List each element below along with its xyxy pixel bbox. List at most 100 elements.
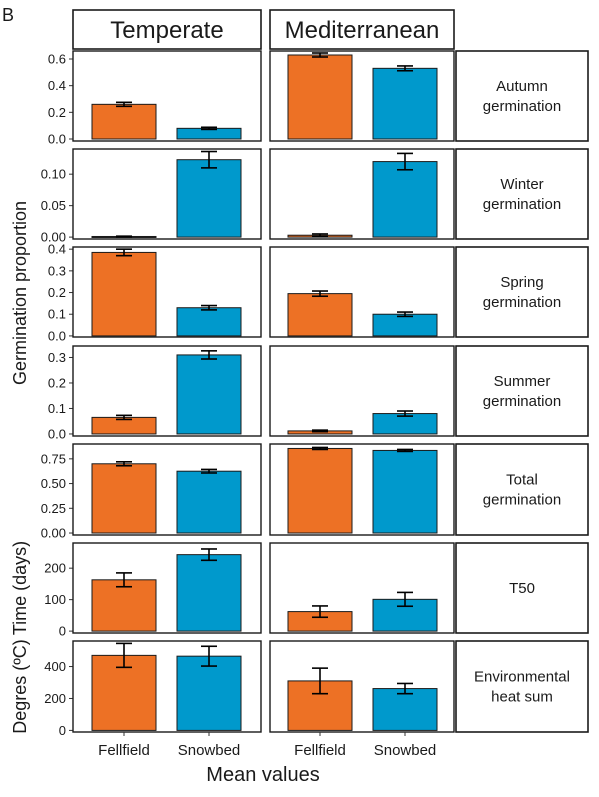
y-tick-label: 0.1 — [48, 307, 66, 322]
y-tick-label: 0.10 — [41, 167, 66, 182]
row-strip-box — [455, 50, 589, 142]
y-tick-label: 0.3 — [48, 350, 66, 365]
row-strip-label: Spring — [500, 274, 543, 291]
error-bar — [116, 642, 132, 669]
y-tick-label: 0.3 — [48, 263, 66, 278]
row-strip-label: germination — [483, 492, 561, 509]
x-tick-label: Fellfield — [98, 742, 150, 759]
bar-snowbed — [176, 354, 242, 435]
bar-snowbed — [372, 313, 438, 337]
bar-snowbed — [372, 161, 438, 238]
row-strip-label: germination — [483, 294, 561, 311]
error-bar — [201, 126, 217, 131]
row-strip-box — [455, 345, 589, 437]
y-tick-label: 0.4 — [48, 242, 66, 257]
y-tick-label: 0.0 — [48, 328, 66, 343]
y-axis-title: Germination proportion — [10, 201, 30, 385]
error-bar — [201, 150, 217, 169]
y-tick-label: 0.05 — [41, 198, 66, 213]
column-strip-box — [269, 9, 455, 50]
error-bar — [312, 667, 328, 695]
error-bar — [201, 304, 217, 311]
error-bar — [116, 101, 132, 108]
error-bar — [312, 233, 328, 238]
row-strip-label: germination — [483, 98, 561, 115]
error-bar — [312, 52, 328, 58]
x-tick-label: Snowbed — [374, 742, 437, 759]
row-strip-box — [455, 246, 589, 338]
error-bar — [116, 235, 132, 238]
error-bar — [116, 572, 132, 588]
row-strip-label: heat sum — [491, 689, 553, 706]
y-tick-label: 0.0 — [48, 426, 66, 441]
y-tick-label: 0.00 — [41, 230, 66, 245]
row-strip-label: Total — [506, 472, 538, 489]
error-bar — [312, 429, 328, 433]
y-tick-label: 0.50 — [41, 476, 66, 491]
bar-fellfield — [91, 103, 157, 140]
error-bar — [201, 548, 217, 562]
row-strip-box — [455, 542, 589, 634]
error-bar — [397, 65, 413, 72]
row-strip-box — [455, 443, 589, 536]
error-bar — [312, 446, 328, 451]
row-strip-label: Autumn — [496, 78, 548, 95]
bar-fellfield — [91, 579, 157, 632]
bar-snowbed — [176, 159, 242, 238]
bar-fellfield — [287, 293, 353, 337]
y-tick-label: 400 — [44, 659, 66, 674]
column-strip-box — [72, 9, 262, 50]
bar-snowbed — [176, 655, 242, 731]
row-strip-label: Environmental — [474, 669, 570, 686]
y-tick-label: 0 — [59, 723, 66, 738]
bar-fellfield — [287, 54, 353, 140]
y-tick-label: 0.2 — [48, 375, 66, 390]
column-strip-label: Mediterranean — [285, 17, 440, 44]
panel-letter: B — [2, 5, 14, 25]
error-bar — [116, 461, 132, 467]
y-tick-label: 0 — [59, 624, 66, 639]
y-tick-label: 0.1 — [48, 401, 66, 416]
error-bar — [116, 414, 132, 421]
bar-snowbed — [176, 470, 242, 534]
row-strip-label: germination — [483, 393, 561, 410]
row-strip-label: germination — [483, 196, 561, 213]
facet-panels: 0.00.20.40.60.000.050.100.00.10.20.30.40… — [41, 50, 455, 738]
error-bar — [397, 152, 413, 171]
y-axis-titles: Germination proportion Time (days) Degres … — [10, 201, 30, 734]
y-tick-label: 100 — [44, 592, 66, 607]
bar-snowbed — [372, 688, 438, 731]
y-tick-label: 200 — [44, 691, 66, 706]
row-strips: Autumn germination Winter germination Spring… — [455, 50, 589, 733]
row-strip-box — [455, 640, 589, 733]
error-bar — [397, 448, 413, 453]
y-tick-label: 0.75 — [41, 451, 66, 466]
y-axis-title: Time (days) — [10, 541, 30, 635]
bar-snowbed — [176, 307, 242, 337]
error-bar — [397, 410, 413, 417]
bar-snowbed — [176, 554, 242, 632]
bar-fellfield — [91, 463, 157, 534]
row-strip-box — [455, 148, 589, 240]
error-bar — [116, 248, 132, 257]
row-strip-label: T50 — [509, 580, 535, 597]
bar-fellfield — [91, 251, 157, 337]
error-bar — [201, 645, 217, 667]
y-tick-label: 200 — [44, 561, 66, 576]
x-tick-label: Snowbed — [178, 742, 241, 759]
error-bar — [397, 311, 413, 318]
error-bar — [201, 350, 217, 360]
y-tick-label: 0.4 — [48, 78, 66, 93]
column-strip-label: Temperate — [110, 17, 223, 44]
y-tick-label: 0.25 — [41, 501, 66, 516]
y-tick-label: 0.2 — [48, 285, 66, 300]
y-tick-label: 0.6 — [48, 52, 66, 67]
y-axis-title: Degres (ºC) — [10, 639, 30, 734]
y-tick-label: 0.0 — [48, 132, 66, 147]
error-bar — [397, 682, 413, 695]
x-axis-title: Mean values — [206, 764, 319, 786]
x-tick-labels: Fellfield Snowbed Fellfield Snowbed — [98, 732, 436, 759]
bar-snowbed — [372, 67, 438, 140]
bar-snowbed — [372, 449, 438, 534]
